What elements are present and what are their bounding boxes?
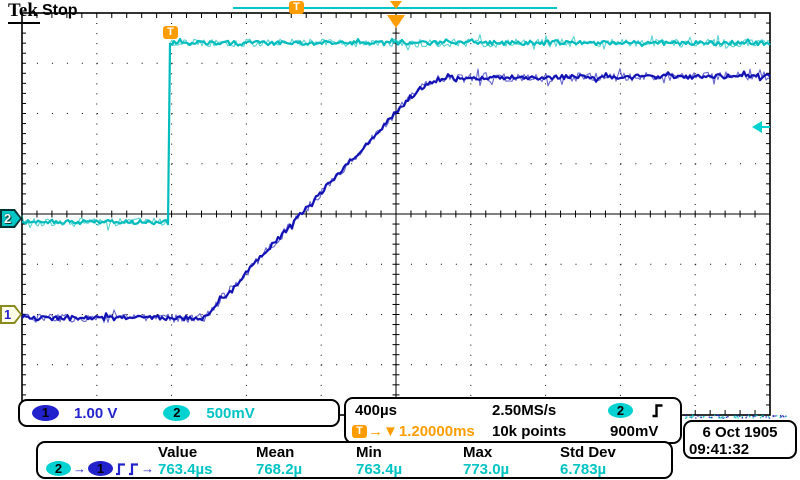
meas-slope-rising-icon [129, 462, 138, 475]
meas-min: 763.4µ [356, 461, 403, 478]
measurement-source-label: 2 → 1 → [46, 461, 154, 476]
date-readout: 6 Oct 1905 [702, 424, 778, 441]
datetime-readout[interactable]: 6 Oct 1905 09:41:32 [683, 420, 797, 459]
trigger-delay-value: 1.20000ms [398, 423, 475, 440]
meas-src-ch1-badge: 1 [88, 461, 113, 476]
trigger-event-badge-icon: T [163, 26, 178, 39]
ch1-position-marker[interactable]: 1 [0, 305, 22, 324]
ch2-marker-fill [2, 211, 20, 226]
meas-col-min: Min [356, 444, 382, 461]
meas-col-mean: Mean [256, 444, 295, 461]
meas-src-ch2-badge: 2 [46, 461, 71, 476]
trigger-source-badge[interactable]: 2 [608, 403, 633, 418]
channel-scale-readout[interactable]: 1 1.00 V 2 500mV [18, 399, 340, 427]
trigger-position-icon [387, 15, 405, 28]
meas-stddev: 6.783µ [560, 461, 607, 478]
meas-value: 763.4µs [158, 461, 213, 478]
meas-max: 773.0µ [463, 461, 510, 478]
trigger-slope-rising-icon [652, 404, 663, 418]
trigger-level-arrow-icon [752, 121, 762, 133]
horizontal-trigger-readout[interactable]: 400µs 2.50MS/s 2 T →▼ 1.20000ms 10k points… [344, 397, 682, 444]
ch2-scale: 500mV [206, 404, 255, 422]
meas-col-value: Value [158, 444, 198, 461]
time-readout: 09:41:32 [689, 441, 750, 458]
record-expansion-marker-icon [390, 1, 402, 9]
tek-logo: Tek [8, 0, 40, 24]
ch1-marker-number: 1 [4, 307, 12, 322]
ch2-marker-number: 2 [4, 211, 12, 226]
trigger-delay-readout: T →▼ 1.20000ms [352, 423, 475, 440]
record-length-readout: 10k points [492, 423, 567, 440]
trigger-badge-icon: T [352, 425, 367, 438]
meas-col-stddev: Std Dev [560, 444, 616, 461]
ch1-badge[interactable]: 1 [32, 405, 59, 421]
ch2-badge[interactable]: 2 [163, 405, 191, 421]
meas-col-max: Max [463, 444, 493, 461]
sample-rate-readout: 2.50MS/s [492, 402, 557, 419]
trigger-level-arrow-stem [761, 126, 770, 128]
ch2-position-marker[interactable]: 2 [0, 209, 22, 228]
trigger-delay-arrows: →▼ [368, 423, 398, 440]
measurement-readout[interactable]: Value Mean Min Max Std Dev 2 → 1 → 763.4… [36, 441, 673, 479]
trigger-level-readout: 900mV [610, 423, 659, 440]
meas-slope-rising-icon [116, 462, 125, 475]
record-trigger-badge-icon: T [289, 1, 304, 14]
meas-mean: 768.2µ [256, 461, 303, 478]
meas-arrow: → [141, 461, 154, 476]
meas-arrow: → [73, 461, 86, 476]
timebase-readout: 400µs [355, 402, 398, 419]
acquisition-status: Stop [42, 2, 78, 19]
ch1-scale: 1.00 V [74, 404, 118, 422]
ch1-marker-fill [2, 307, 20, 322]
